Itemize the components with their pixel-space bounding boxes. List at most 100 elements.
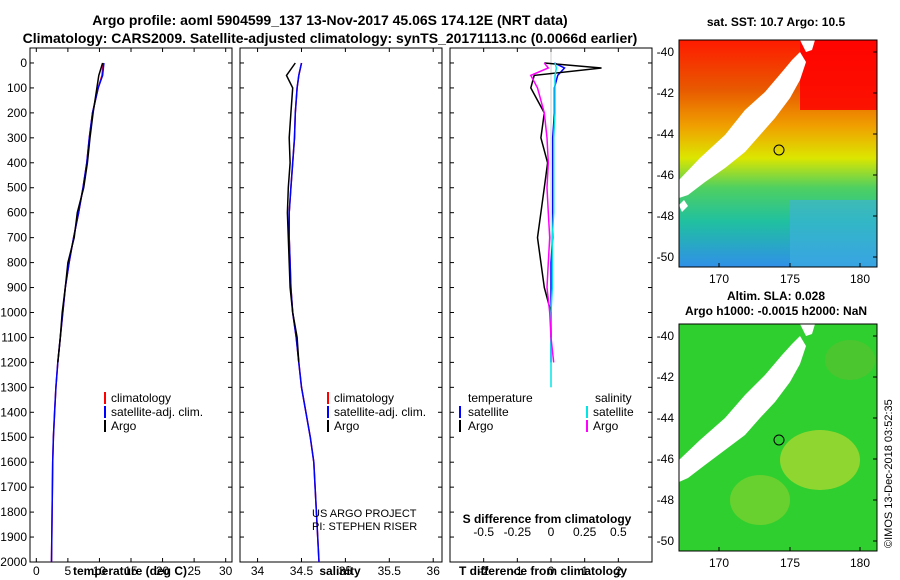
lat-tick-label: -50: [657, 534, 675, 548]
x2-tick-label: -0.25: [504, 525, 532, 539]
x2-tick-label: 0: [548, 525, 555, 539]
sla-map: [678, 323, 878, 552]
lon-tick-label: 170: [709, 272, 729, 286]
argo-location-marker: [773, 434, 785, 446]
x2-tick-label: 0.25: [573, 525, 597, 539]
legend-satellite: satellite-adj. clim.: [334, 405, 426, 419]
x-tick-label: 30: [219, 564, 233, 578]
x-tick-label: 34.5: [290, 564, 314, 578]
legend-sal-satellite: satellite: [593, 405, 634, 419]
side-stamp: ©IMOS 13-Dec-2018 03:52:35: [883, 399, 895, 548]
depth-tick-label: 1700: [0, 480, 27, 494]
legend-salinity-title: salinity: [595, 391, 632, 405]
depth-tick-label: 100: [7, 81, 27, 95]
salinity-panel: 34 34.5 35 35.5 36: [251, 48, 440, 578]
salinity-panel-frame: [239, 47, 443, 563]
sst-map: [678, 39, 878, 268]
argo-location-marker: [773, 144, 785, 156]
x-tick-label: -1: [512, 564, 523, 578]
difference-x2label: S difference from climatology: [463, 512, 632, 526]
lat-tick-label: -40: [657, 329, 675, 343]
lon-tick-label: 170: [709, 556, 729, 570]
x2-tick-label: -0.5: [473, 525, 494, 539]
credit-line2: PI: STEPHEN RISER: [312, 521, 417, 533]
legend-argo: Argo: [111, 419, 137, 433]
depth-tick-label: 1200: [0, 355, 27, 369]
lat-tick-label: -46: [657, 452, 675, 466]
legend-satellite: satellite-adj. clim.: [111, 405, 203, 419]
lat-tick-label: -46: [657, 168, 675, 182]
depth-axis-labels: 0 100 200 300 400 500 600 700 800 900 1000 1100 1200…: [0, 56, 652, 569]
sst-map-title: sat. SST: 10.7 Argo: 10.5: [707, 15, 846, 29]
depth-tick-label: 1500: [0, 430, 27, 444]
series-line-climatology: [50, 62, 104, 563]
depth-tick-label: 200: [7, 106, 27, 120]
lat-tick-label: -42: [657, 86, 675, 100]
x-tick-label: 0: [33, 564, 40, 578]
stewart-island: [679, 200, 688, 212]
difference-xlabel: T difference from climatology: [459, 564, 627, 578]
temperature-panel: 0 5 10 15 20 25 30: [33, 48, 233, 578]
depth-tick-label: 400: [7, 156, 27, 170]
salinity-xlabel: salinity: [319, 564, 361, 578]
page-title-line2: Climatology: CARS2009. Satellite-adjuste…: [22, 30, 638, 46]
temperature-panel-frame: [29, 47, 233, 563]
lat-tick-label: -40: [657, 45, 675, 59]
difference-panel: -2 -1 0 1 2 -0.5 -0.25 0 0.25 0.5: [473, 48, 627, 578]
lat-tick-label: -50: [657, 250, 675, 264]
page-title-line1: Argo profile: aoml 5904599_137 13-Nov-20…: [92, 12, 568, 28]
x-tick-label: 25: [187, 564, 201, 578]
depth-tick-label: 700: [7, 231, 27, 245]
x-tick-label: 5: [65, 564, 72, 578]
depth-tick-label: 0: [20, 56, 27, 70]
depth-tick-label: 300: [7, 131, 27, 145]
series-line-argo: [57, 62, 104, 363]
credit-line1: US ARGO PROJECT: [312, 508, 417, 520]
depth-tick-label: 1100: [1, 330, 27, 344]
series-line-satellite-adj-clim-: [288, 62, 320, 563]
legend-temp-satellite: satellite: [468, 405, 509, 419]
x-tick-label: 1: [581, 564, 588, 578]
legend-temp-argo: Argo: [468, 419, 494, 433]
lon-tick-label: 175: [780, 556, 800, 570]
series-line-satellite-adj-clim-: [50, 62, 105, 563]
south-island-land: [679, 52, 806, 198]
depth-tick-label: 900: [7, 281, 27, 295]
legend-temperature-title: temperature: [468, 391, 533, 405]
x-tick-label: 2: [615, 564, 622, 578]
x-tick-label: -2: [478, 564, 489, 578]
lon-tick-label: 180: [850, 272, 870, 286]
legend-climatology: climatology: [111, 391, 171, 405]
x-tick-label: 35: [339, 564, 353, 578]
series-line-argo: [285, 62, 300, 363]
lat-tick-label: -48: [657, 493, 675, 507]
north-island-land: [800, 40, 815, 52]
x2-tick-label: 0.5: [610, 525, 627, 539]
depth-tick-label: 1400: [0, 405, 27, 419]
temperature-xlabel: temperature (deg C): [73, 564, 187, 578]
x-tick-label: 10: [93, 564, 107, 578]
map-axes: -40 -42 -44 -46 -48 -50 170 175 180 -40 -42 -44 -46 -…: [657, 45, 877, 570]
x-tick-label: 0: [548, 564, 555, 578]
depth-tick-label: 1800: [0, 505, 27, 519]
series-line-temperature-argo: [529, 62, 602, 338]
lat-tick-label: -48: [657, 209, 675, 223]
sla-map-title2: Argo h1000: -0.0015 h2000: NaN: [685, 304, 867, 318]
north-island-land: [800, 324, 815, 336]
depth-tick-label: 600: [7, 206, 27, 220]
depth-tick-label: 800: [7, 256, 27, 270]
sla-map-title1: Altim. SLA: 0.028: [727, 289, 825, 303]
x-tick-label: 15: [124, 564, 138, 578]
legend-climatology: climatology: [334, 391, 394, 405]
depth-tick-label: 2000: [0, 555, 27, 569]
depth-tick-label: 1900: [0, 530, 27, 544]
temperature-legend: climatology satellite-adj. clim. Argo: [104, 391, 203, 433]
lon-tick-label: 180: [850, 556, 870, 570]
depth-tick-label: 1000: [0, 305, 27, 319]
x-tick-label: 34: [251, 564, 265, 578]
south-island-land: [679, 336, 806, 482]
difference-legend: temperature satellite Argo salinity sate…: [459, 391, 634, 433]
salinity-legend: climatology satellite-adj. clim. Argo US…: [312, 391, 426, 533]
lat-tick-label: -44: [657, 411, 675, 425]
